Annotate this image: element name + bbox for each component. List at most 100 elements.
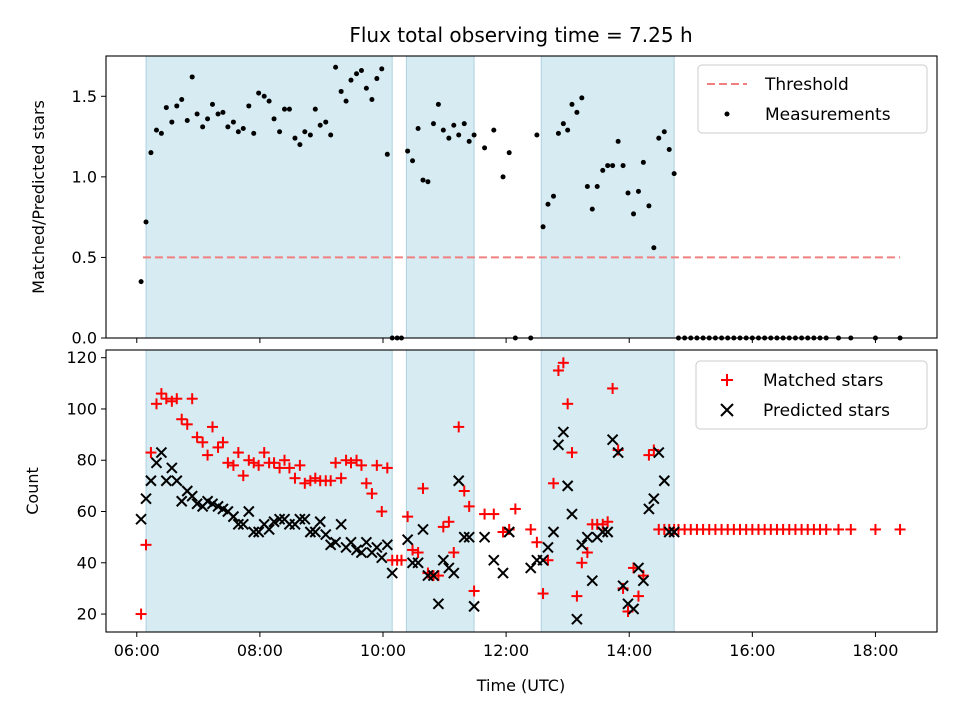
matched-star-point bbox=[463, 500, 475, 512]
measurement-point bbox=[261, 93, 267, 99]
marker-stroke bbox=[417, 523, 429, 536]
matched-star-point bbox=[548, 477, 560, 489]
matched-star-point bbox=[576, 557, 588, 569]
matched-star-point bbox=[222, 457, 234, 469]
measurement-point bbox=[338, 88, 344, 94]
predicted-star-point bbox=[617, 580, 629, 592]
marker-stroke bbox=[412, 557, 424, 569]
measurement-point bbox=[312, 106, 318, 112]
marker-stroke bbox=[248, 526, 260, 538]
marker-stroke bbox=[160, 475, 173, 487]
y-axis-label: Count bbox=[23, 467, 42, 515]
predicted-star-point bbox=[566, 508, 578, 520]
measurement-point bbox=[286, 106, 292, 112]
y-tick-label: 80 bbox=[77, 451, 97, 470]
x-tick-label: 06:00 bbox=[114, 641, 160, 660]
matched-star-point bbox=[412, 547, 424, 559]
matched-star-point bbox=[566, 447, 578, 459]
marker-stroke bbox=[171, 475, 183, 487]
x-tick-label: 16:00 bbox=[729, 641, 775, 660]
matched-star-point bbox=[437, 521, 449, 533]
measurement-point bbox=[415, 126, 421, 132]
matched-star-point bbox=[237, 470, 249, 482]
matched-star-point bbox=[171, 393, 183, 405]
marker-stroke bbox=[525, 562, 537, 574]
measurement-point bbox=[594, 184, 600, 190]
marker-stroke bbox=[176, 495, 188, 507]
legend-threshold-label: Threshold bbox=[764, 75, 849, 95]
measurement-point bbox=[661, 129, 667, 135]
predicted-star-point bbox=[586, 575, 598, 587]
predicted-star-point bbox=[468, 600, 480, 613]
marker-stroke bbox=[309, 526, 321, 538]
predicted-star-point bbox=[268, 516, 280, 528]
predicted-star-point bbox=[581, 531, 594, 543]
matched-star-point bbox=[283, 462, 295, 474]
measurement-point bbox=[230, 119, 236, 125]
measurement-point bbox=[251, 130, 257, 136]
matched-star-point bbox=[340, 454, 352, 466]
marker-stroke bbox=[632, 562, 645, 574]
predicted-star-point bbox=[304, 526, 317, 538]
predicted-star-point bbox=[658, 475, 671, 487]
matched-star-point bbox=[197, 436, 209, 448]
predicted-star-point bbox=[437, 554, 450, 566]
marker-stroke bbox=[252, 526, 265, 538]
matched-star-point bbox=[206, 421, 218, 433]
measurement-point bbox=[333, 64, 339, 70]
matched-star-point bbox=[479, 508, 491, 520]
predicted-star-point bbox=[542, 541, 554, 554]
measurement-point bbox=[363, 85, 369, 91]
matched-star-point bbox=[150, 398, 162, 410]
predicted-star-point bbox=[557, 426, 570, 438]
marker-stroke bbox=[227, 510, 240, 523]
measurement-point bbox=[440, 127, 446, 133]
axis-ticks: 20 40 60 80 100 120 06:00 08:00 10:00 12:00 14:00 1… bbox=[66, 348, 898, 660]
marker-stroke bbox=[581, 531, 594, 543]
marker-stroke bbox=[237, 518, 249, 531]
marker-stroke bbox=[653, 446, 665, 459]
matched-star-point bbox=[376, 506, 388, 518]
measurement-point bbox=[277, 129, 283, 135]
marker-stroke bbox=[294, 513, 306, 525]
measurement-point bbox=[174, 103, 180, 109]
observing-interval-band bbox=[540, 55, 675, 339]
matched-star-point bbox=[497, 526, 509, 538]
legend: Threshold Measurements bbox=[697, 64, 928, 134]
measurement-point bbox=[671, 171, 677, 177]
measurement-point bbox=[610, 163, 616, 169]
y-tick-label: 1.5 bbox=[72, 87, 97, 106]
measurement-point bbox=[569, 101, 575, 107]
matched-star-point bbox=[355, 459, 367, 471]
marker-stroke bbox=[386, 567, 398, 579]
matched-star-point bbox=[351, 454, 363, 466]
marker-stroke bbox=[243, 505, 255, 518]
matched-star-point bbox=[833, 523, 845, 535]
plot-series bbox=[135, 357, 906, 625]
matched-star-point bbox=[820, 523, 832, 535]
marker-stroke bbox=[335, 518, 347, 531]
marker-stroke bbox=[601, 526, 614, 538]
matched-star-point bbox=[135, 608, 147, 620]
measurement-point bbox=[600, 167, 606, 173]
marker-stroke bbox=[376, 551, 388, 564]
marker-stroke bbox=[145, 475, 157, 487]
matched-star-point bbox=[458, 485, 470, 497]
predicted-star-point bbox=[597, 526, 609, 538]
marker-stroke bbox=[135, 513, 147, 525]
predicted-star-point bbox=[232, 518, 245, 531]
x-tick-label: 10:00 bbox=[360, 641, 406, 660]
marker-stroke bbox=[212, 500, 224, 513]
predicted-star-point bbox=[525, 562, 537, 574]
measurement-point bbox=[215, 111, 221, 117]
measurement-point bbox=[534, 132, 540, 138]
matched-star-point bbox=[894, 523, 906, 535]
marker-stroke bbox=[552, 439, 565, 451]
measurement-point bbox=[184, 117, 190, 123]
matched-star-point bbox=[202, 449, 214, 461]
axis-ticks: 0.0 0.5 1.0 1.5 bbox=[72, 87, 876, 348]
predicted-star-point bbox=[176, 495, 188, 507]
measurement-point bbox=[343, 98, 349, 104]
predicted-star-point bbox=[643, 503, 655, 515]
measurement-point bbox=[506, 150, 512, 156]
